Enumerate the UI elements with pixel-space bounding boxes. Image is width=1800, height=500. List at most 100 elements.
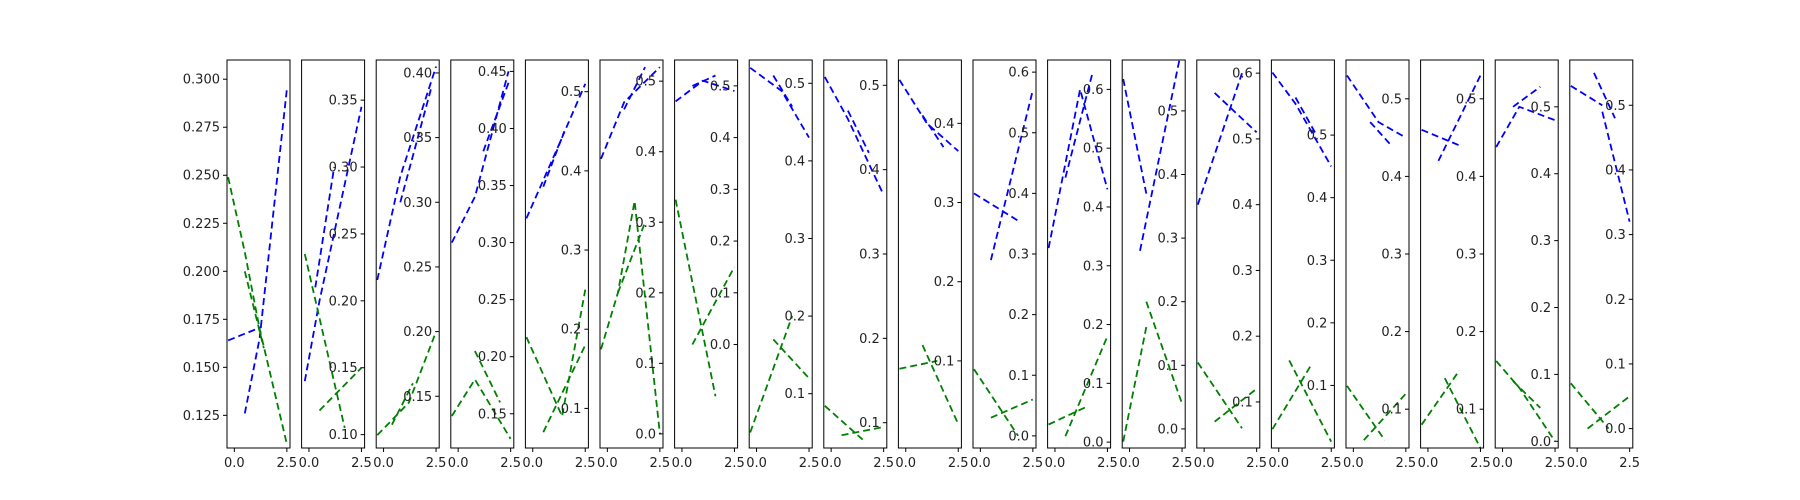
series-line-blue-2	[623, 66, 646, 110]
y-tick-label: 0.20	[403, 325, 432, 340]
y-tick-label: 0.1	[859, 416, 880, 431]
y-tick-label: 0.5	[1605, 99, 1626, 114]
y-tick-label: 0.175	[183, 313, 220, 328]
y-tick-label: 0.1	[785, 387, 806, 402]
subplot-15: 0.1 0.2 0.3 0.4 0.5 0.0 2.5	[1268, 59, 1342, 471]
x-tick-label: 2.5	[351, 456, 372, 471]
y-tick-label: 0.225	[183, 217, 220, 232]
y-tick-label: 0.4	[1083, 200, 1104, 215]
y-tick-label: 0.3	[934, 196, 955, 211]
y-tick-label: 0.2	[635, 286, 656, 301]
subplot-18: 0.0 0.1 0.2 0.3 0.4 0.5 0.0 2.5	[1492, 59, 1565, 471]
series-line-blue-1	[1196, 72, 1243, 205]
x-tick-label: 2.5	[650, 456, 671, 471]
axes-frame	[301, 59, 366, 449]
series-line-green-3	[1197, 361, 1243, 429]
y-tick-label: 0.40	[403, 66, 432, 81]
series-line-green-3	[1271, 366, 1311, 430]
y-tick-label: 0.0	[710, 338, 731, 353]
subplot-10: 0.1 0.2 0.3 0.4 0.0 2.5	[895, 59, 969, 471]
series-line-green-3	[973, 368, 1019, 437]
series-line-blue-1	[1047, 89, 1109, 249]
series-line-blue-1	[450, 71, 510, 244]
y-tick-label: 0.3	[1158, 232, 1179, 247]
y-tick-label: 0.150	[183, 361, 220, 376]
series-line-blue-1	[824, 76, 885, 196]
y-tick-label: 0.5	[1008, 126, 1029, 141]
series-line-green-3	[1048, 405, 1087, 426]
axes-frame	[897, 59, 962, 449]
y-tick-label: 0.3	[1531, 234, 1552, 249]
y-tick-label: 0.4	[1605, 163, 1626, 178]
series-line-green-4	[1145, 301, 1183, 404]
axes-frame	[1270, 59, 1335, 449]
y-tick-label: 0.5	[1456, 92, 1477, 107]
series-line-blue-2	[1213, 92, 1258, 133]
series-line-blue-1	[1346, 74, 1407, 139]
series-line-green-4	[921, 344, 960, 425]
x-tick-label: 0.0	[746, 456, 767, 471]
y-tick-label: 0.2	[934, 275, 955, 290]
y-tick-label: 0.2	[710, 235, 731, 250]
y-tick-label: 0.2	[1158, 295, 1179, 310]
series-line-green-4	[318, 367, 363, 412]
y-tick-label: 0.0	[1158, 422, 1179, 437]
series-line-green-4	[474, 350, 501, 403]
y-tick-label: 0.5	[1232, 132, 1253, 147]
series-line-green-3	[525, 289, 587, 420]
y-tick-label: 0.3	[635, 216, 656, 231]
subplot-16: 0.1 0.2 0.3 0.4 0.5 0.0 2.5	[1343, 59, 1416, 471]
y-tick-label: 0.2	[1381, 325, 1402, 340]
series-line-blue-1	[303, 106, 363, 382]
y-tick-label: 0.40	[478, 122, 507, 137]
y-tick-label: 0.5	[859, 79, 880, 94]
y-tick-label: 0.3	[1008, 248, 1029, 263]
y-tick-label: 0.4	[561, 164, 582, 179]
y-tick-label: 0.2	[1307, 316, 1328, 331]
subplot-19: 0.0 0.1 0.2 0.3 0.4 0.5 0.0 2.5	[1567, 59, 1640, 471]
y-tick-label: 0.35	[403, 131, 432, 146]
series-line-green-4	[841, 426, 884, 437]
axes-frame	[375, 59, 440, 449]
y-tick-label: 0.2	[1083, 318, 1104, 333]
series-line-green-4	[772, 338, 810, 379]
series-line-blue-1	[898, 79, 959, 152]
series-line-blue-1	[1421, 128, 1460, 147]
y-tick-label: 0.2	[1605, 293, 1626, 308]
y-tick-label: 0.1	[1605, 357, 1626, 372]
series-line-blue-1	[1570, 85, 1603, 107]
series-line-blue-2	[314, 166, 336, 288]
y-tick-label: 0.1	[561, 402, 582, 417]
series-line-green-3	[376, 331, 437, 436]
y-tick-label: 0.250	[183, 169, 220, 184]
y-tick-label: 0.0	[1531, 435, 1552, 450]
y-tick-label: 0.3	[1456, 248, 1477, 263]
y-tick-label: 0.3	[1232, 264, 1253, 279]
x-tick-label: 0.0	[970, 456, 991, 471]
series-line-blue-1	[973, 192, 1019, 222]
series-line-green-4	[691, 266, 736, 345]
y-tick-label: 0.1	[934, 354, 955, 369]
y-tick-label: 0.1	[635, 357, 656, 372]
x-tick-label: 0.0	[1119, 456, 1140, 471]
y-tick-label: 0.0	[635, 427, 656, 442]
series-line-green-4	[1570, 382, 1610, 430]
series-line-blue-1	[1122, 78, 1148, 194]
y-tick-label: 0.3	[1605, 228, 1626, 243]
y-tick-label: 0.5	[561, 85, 582, 100]
y-tick-label: 0.4	[1307, 191, 1328, 206]
axes-frame	[1121, 59, 1186, 449]
y-tick-label: 0.3	[785, 232, 806, 247]
x-tick-label: 2.5	[575, 456, 596, 471]
series-line-blue-1	[376, 66, 437, 281]
y-tick-label: 0.2	[859, 332, 880, 347]
x-tick-label: 2.5	[1023, 456, 1044, 471]
series-line-green-4	[1214, 388, 1258, 423]
series-line-green-3	[1420, 369, 1461, 426]
series-line-blue-2	[1369, 121, 1392, 147]
series-line-green-4	[1512, 380, 1541, 409]
y-tick-label: 0.30	[478, 236, 507, 251]
y-tick-label: 0.5	[635, 75, 656, 90]
y-tick-label: 0.4	[1456, 170, 1477, 185]
